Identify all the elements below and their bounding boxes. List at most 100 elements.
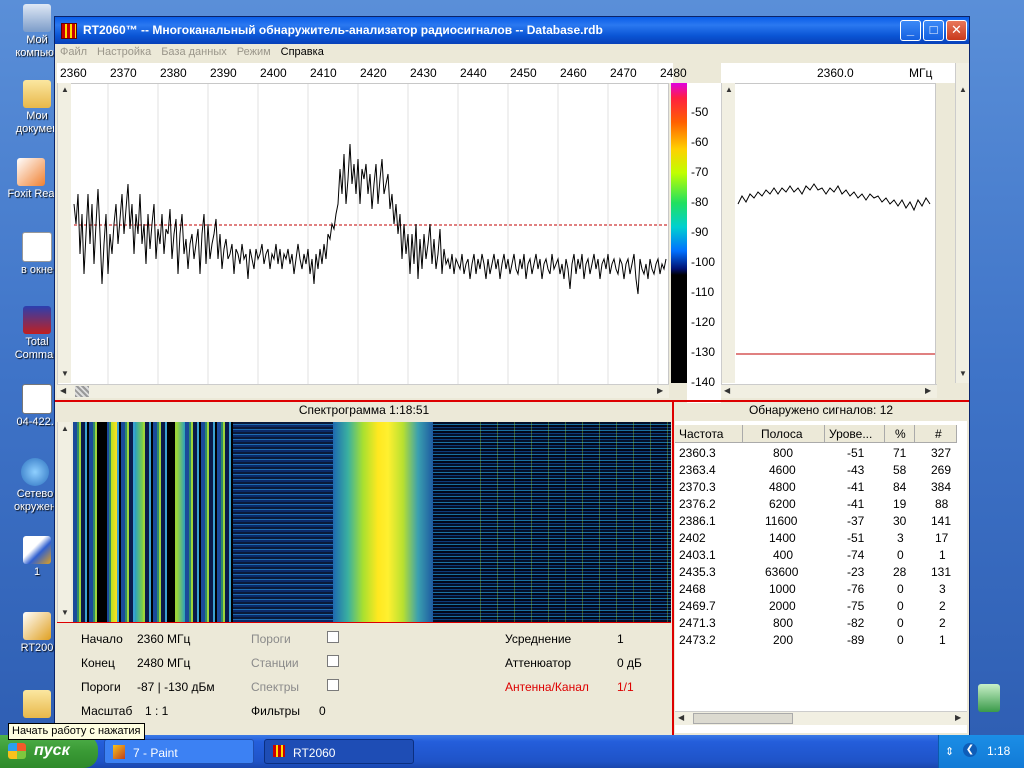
title-bar[interactable]: RT2060™ -- Многоканальный обнаружитель-а…: [55, 17, 969, 44]
scroll-left-icon[interactable]: ◀: [678, 713, 685, 722]
desktop-icon-my-computer[interactable]: Мой компьют: [10, 4, 64, 60]
maximize-button[interactable]: □: [923, 20, 944, 41]
desktop-icon-my-documents[interactable]: Мои докумен: [10, 80, 64, 136]
cell-count: 131: [931, 565, 952, 579]
menu-mode[interactable]: Режим: [236, 46, 271, 58]
desktop-icon-window-doc[interactable]: в окне: [10, 232, 64, 277]
level-tick: -80: [691, 195, 709, 209]
cell-count: 88: [935, 497, 949, 511]
table-row[interactable]: 2403.1 400 -74 0 1: [675, 547, 967, 564]
spectra-checkbox[interactable]: [327, 679, 339, 691]
level-tick: -100: [691, 255, 716, 269]
scroll-thumb[interactable]: [75, 386, 89, 397]
table-row[interactable]: 2360.3 800 -51 71 327: [675, 445, 967, 462]
table-row[interactable]: 2376.2 6200 -41 19 88: [675, 496, 967, 513]
thresholds-toggle-label: Пороги: [251, 632, 291, 646]
filters-value[interactable]: 0: [319, 704, 326, 718]
scroll-right-icon[interactable]: ▶: [657, 386, 664, 395]
desktop-icon-network[interactable]: Сетево окружен: [8, 458, 62, 514]
col-frequency[interactable]: Частота: [675, 425, 743, 443]
col-count[interactable]: #: [915, 425, 957, 443]
cell-percent: 19: [893, 497, 907, 511]
table-row[interactable]: 2370.3 4800 -41 84 384: [675, 479, 967, 496]
spectrogram-image[interactable]: [73, 422, 671, 622]
scroll-left-icon[interactable]: ◀: [724, 386, 731, 395]
desktop-icon-foxit[interactable]: Foxit Rea: [4, 158, 58, 201]
thresholds-value[interactable]: -87 | -130 дБм: [137, 680, 215, 694]
app-icon: [273, 745, 285, 757]
spectrum-horizontal-scrollbar[interactable]: ◀ ▶: [57, 384, 669, 398]
scroll-up-icon[interactable]: ▲: [725, 85, 733, 94]
right-frequency-unit: МГц: [909, 66, 933, 80]
menu-database[interactable]: База данных: [161, 46, 227, 58]
signals-panel: Обнаружено сигналов: 12 Частота Полоса У…: [675, 403, 967, 733]
table-row[interactable]: 2469.7 2000 -75 0 2: [675, 598, 967, 615]
thresholds-checkbox[interactable]: [327, 631, 339, 643]
cell-bandwidth: 4800: [769, 480, 796, 494]
desktop-icon-rt200[interactable]: RT200: [10, 612, 64, 655]
desktop-icon-paint-file[interactable]: 1: [10, 536, 64, 579]
scroll-up-icon[interactable]: ▲: [959, 85, 967, 94]
menu-help[interactable]: Справка: [280, 46, 324, 58]
cell-percent: 84: [893, 480, 907, 494]
scroll-right-icon[interactable]: ▶: [955, 713, 962, 722]
taskbar-item-label: 7 - Paint: [133, 746, 178, 760]
cell-bandwidth: 4600: [769, 463, 796, 477]
menu-settings[interactable]: Настройка: [97, 46, 152, 58]
col-percent[interactable]: %: [885, 425, 915, 443]
scale-value[interactable]: 1 : 1: [145, 704, 169, 718]
desktop-icon-label: в окне: [20, 264, 54, 276]
scroll-down-icon[interactable]: ▼: [61, 608, 69, 617]
scroll-down-icon[interactable]: ▼: [61, 369, 69, 378]
scroll-right-icon[interactable]: ▶: [925, 386, 932, 395]
menu-file[interactable]: Файл: [60, 46, 88, 58]
spectrogram-vertical-scrollbar[interactable]: ▲ ▼: [57, 422, 71, 622]
desktop-icon-recycle-bin[interactable]: [962, 684, 1016, 714]
signals-horizontal-scrollbar[interactable]: ◀ ▶: [675, 711, 967, 725]
time-plot-vertical-scrollbar[interactable]: ▲: [721, 83, 735, 383]
close-button[interactable]: ✕: [946, 20, 967, 41]
desktop-icon-total-commander[interactable]: Total Comman: [10, 306, 64, 362]
table-row[interactable]: 2435.3 63600 -23 28 131: [675, 564, 967, 581]
start-button[interactable]: пуск: [0, 735, 98, 768]
cell-level: -76: [847, 582, 865, 596]
table-row[interactable]: 2402 1400 -51 3 17: [675, 530, 967, 547]
scroll-up-icon[interactable]: ▲: [61, 424, 69, 433]
scroll-left-icon[interactable]: ◀: [60, 386, 67, 395]
end-value[interactable]: 2480 МГц: [137, 656, 191, 670]
desktop-icon-file[interactable]: 04-422.r: [10, 384, 64, 429]
taskbar-item-paint[interactable]: 7 - Paint: [104, 739, 254, 764]
table-row[interactable]: 2471.3 800 -82 0 2: [675, 615, 967, 632]
scroll-up-icon[interactable]: ▲: [61, 85, 69, 94]
tray-expand-icon[interactable]: ❮: [963, 743, 977, 757]
desktop-icon-label: Мои докумен: [15, 110, 59, 135]
col-bandwidth[interactable]: Полоса: [743, 425, 825, 443]
system-tray: ⇕ ❮ 1:18: [938, 735, 1024, 768]
time-level-plot[interactable]: [721, 83, 936, 398]
scroll-down-icon[interactable]: ▼: [959, 369, 967, 378]
volume-icon[interactable]: ⇕: [945, 746, 955, 758]
table-row[interactable]: 2363.4 4600 -43 58 269: [675, 462, 967, 479]
time-plot-right-scrollbar[interactable]: ▲ ▼: [955, 63, 969, 383]
table-row[interactable]: 2473.2 200 -89 0 1: [675, 632, 967, 649]
desktop-icon-folder[interactable]: [10, 690, 64, 720]
col-level[interactable]: Урове...: [825, 425, 885, 443]
cell-percent: 0: [897, 633, 904, 647]
averaging-value[interactable]: 1: [617, 632, 624, 646]
freq-tick: 2450: [510, 66, 537, 80]
scroll-thumb[interactable]: [693, 713, 793, 724]
antenna-value[interactable]: 1/1: [617, 680, 634, 694]
stations-toggle-label: Станции: [251, 656, 299, 670]
spectrogram-title: Спектрограмма 1:18:51: [57, 403, 671, 421]
start-value[interactable]: 2360 МГц: [137, 632, 191, 646]
table-row[interactable]: 2468 1000 -76 0 3: [675, 581, 967, 598]
table-row[interactable]: 2386.1 11600 -37 30 141: [675, 513, 967, 530]
attenuator-value[interactable]: 0 дБ: [617, 656, 642, 670]
time-plot-horizontal-scrollbar[interactable]: ◀ ▶: [721, 384, 937, 398]
stations-checkbox[interactable]: [327, 655, 339, 667]
minimize-button[interactable]: _: [900, 20, 921, 41]
spectrum-plot[interactable]: [57, 83, 669, 398]
taskbar-item-rt2060[interactable]: RT2060: [264, 739, 414, 764]
clock[interactable]: 1:18: [987, 744, 1011, 758]
spectrum-vertical-scrollbar[interactable]: ▲ ▼: [57, 83, 71, 383]
